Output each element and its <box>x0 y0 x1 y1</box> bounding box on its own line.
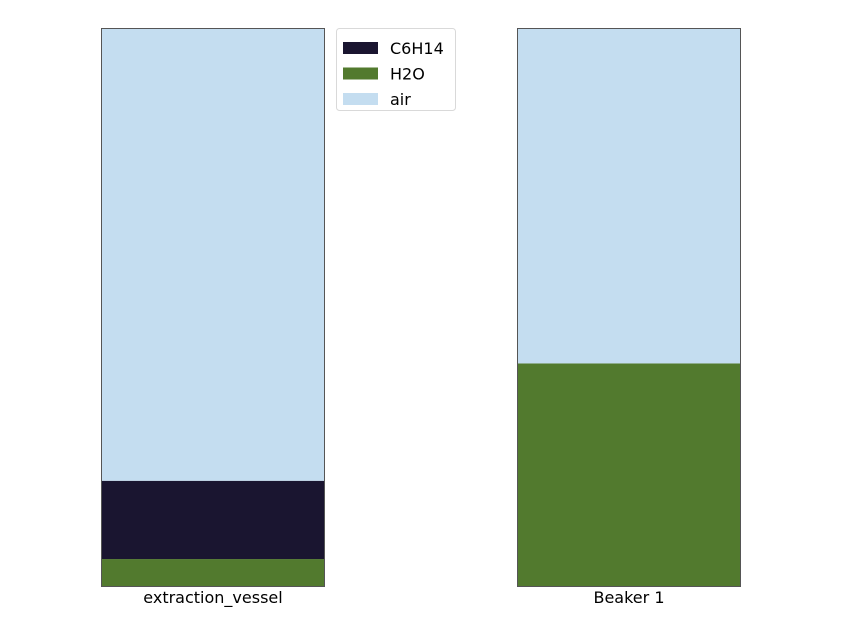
legend-label-air: air <box>390 90 411 109</box>
legend-swatch-air <box>343 93 378 105</box>
vessel-outline-beaker-1 <box>517 28 741 587</box>
category-labels-group: extraction_vessel Beaker 1 <box>143 588 664 608</box>
bar-segment-extraction-vessel-air <box>101 28 325 481</box>
legend-label-h2o: H2O <box>390 65 425 84</box>
bar-segment-beaker-1-h2o <box>517 363 741 587</box>
bar-segment-extraction-vessel-c6h14 <box>101 480 325 560</box>
vessel-outline-extraction-vessel <box>101 28 325 587</box>
category-label-extraction-vessel: extraction_vessel <box>143 588 282 608</box>
bar-segment-extraction-vessel-h2o <box>101 559 325 587</box>
legend: C6H14 H2O air <box>336 28 456 111</box>
bars-group <box>101 28 741 587</box>
legend-swatch-c6h14 <box>343 42 378 54</box>
bar-segment-beaker-1-air <box>517 28 741 364</box>
legend-swatch-h2o <box>343 67 378 80</box>
category-label-beaker-1: Beaker 1 <box>593 588 664 607</box>
legend-label-c6h14: C6H14 <box>390 39 444 58</box>
